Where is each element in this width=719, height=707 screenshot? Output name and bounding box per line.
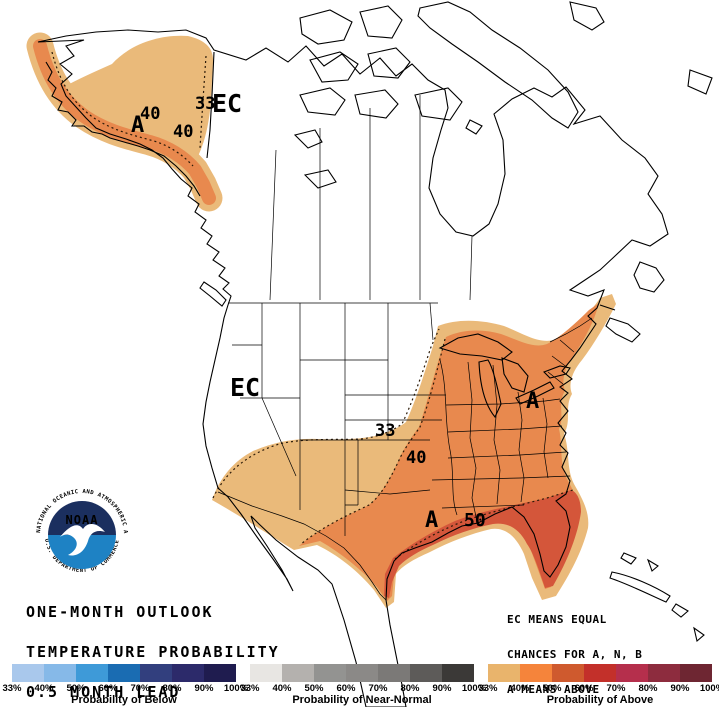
legend-tick-label: 90% <box>670 683 690 694</box>
map-label-50-gulf: 50 <box>464 510 486 531</box>
legend-caption-below: Probability of Below <box>71 694 177 706</box>
legend-bar-above: 33% 40% 50% 60% 70% 80% 90% 100% Probability of … <box>478 664 719 706</box>
logo-noaa-text: NOAA <box>66 513 99 527</box>
probability-region-above-50 <box>384 490 581 598</box>
legend-bar-near-normal: 33% 40% 50% 60% 70% 80% 90% 100% Probability of … <box>240 664 486 706</box>
legend-swatch <box>346 664 378 682</box>
legend-tick-label: 100% <box>223 683 249 694</box>
legend-swatch <box>378 664 410 682</box>
legend-tick-label: 60% <box>98 683 118 694</box>
legend-tick-label: 50% <box>66 683 86 694</box>
legend-tick-label: 33% <box>240 683 260 694</box>
legend-swatch <box>44 664 76 682</box>
product-title: ONE-MONTH OUTLOOK TEMPERATURE PROBABILIT… <box>26 579 280 707</box>
map-label-40-south: 40 <box>406 448 426 468</box>
map-labels: A 40 40 33 EC EC 33 40 A A 50 <box>131 89 539 533</box>
probability-legend: 33% 40% 50% 60% 70% 80% 90% 100% Probability of … <box>0 664 719 707</box>
legend-tick-label: 90% <box>194 683 214 694</box>
legend-swatches-near-normal <box>250 664 474 682</box>
ec-note-line-2: CHANCES FOR A, N, B <box>507 647 643 661</box>
legend-swatches-above <box>488 664 712 682</box>
legend-swatch <box>584 664 616 682</box>
legend-swatch <box>12 664 44 682</box>
legend-tick-labels: 33% 40% 50% 60% 70% 80% 90% 100% <box>240 682 486 694</box>
map-label-40-alaska-1: 40 <box>140 104 160 124</box>
legend-tick-label: 80% <box>400 683 420 694</box>
legend-tick-label: 90% <box>432 683 452 694</box>
legend-swatch <box>314 664 346 682</box>
state-borders <box>217 95 593 601</box>
legend-swatch <box>282 664 314 682</box>
legend-swatch <box>552 664 584 682</box>
legend-swatch <box>616 664 648 682</box>
map-label-33-alaska: 33 <box>195 94 215 114</box>
map-label-above-east: A <box>526 389 539 414</box>
legend-swatch <box>76 664 108 682</box>
ec-note-line-3: A MEANS ABOVE <box>507 682 600 696</box>
legend-tick-label: 60% <box>336 683 356 694</box>
map-label-ec-west: EC <box>230 373 260 402</box>
legend-tick-label: 40% <box>272 683 292 694</box>
legend-bar-below: 33% 40% 50% 60% 70% 80% 90% 100% Probability of … <box>2 664 248 706</box>
legend-swatches-below <box>12 664 236 682</box>
legend-swatch <box>108 664 140 682</box>
legend-swatch <box>204 664 236 682</box>
legend-tick-label: 80% <box>638 683 658 694</box>
map-label-40-alaska-2: 40 <box>173 122 193 142</box>
legend-tick-labels: 33% 40% 50% 60% 70% 80% 90% 100% <box>2 682 248 694</box>
legend-tick-label: 80% <box>162 683 182 694</box>
title-line-3: 0.5 MONTH LEAD <box>26 683 181 702</box>
legend-tick-label: 50% <box>542 683 562 694</box>
title-line-1: ONE-MONTH OUTLOOK <box>26 602 214 621</box>
noaa-logo: NATIONAL OCEANIC AND ATMOSPHERIC ADMINIS… <box>32 485 131 584</box>
legend-swatch <box>488 664 520 682</box>
legend-swatch <box>250 664 282 682</box>
map-label-33-midwest: 33 <box>375 421 395 441</box>
legend-tick-label: 70% <box>368 683 388 694</box>
legend-swatch <box>140 664 172 682</box>
ec-note-line-1: EC MEANS EQUAL <box>507 613 607 627</box>
legend-caption-near-normal: Probability of Near-Normal <box>292 694 432 706</box>
legend-tick-label: 70% <box>606 683 626 694</box>
ec-legend-note: EC MEANS EQUAL CHANCES FOR A, N, B A MEA… <box>507 591 642 707</box>
legend-tick-label: 100% <box>699 683 719 694</box>
logo-gull-icon <box>60 523 105 556</box>
legend-swatch <box>648 664 680 682</box>
legend-tick-label: 100% <box>461 683 487 694</box>
legend-tick-label: 50% <box>304 683 324 694</box>
map-label-above-alaska: A <box>131 113 144 138</box>
legend-tick-label: 40% <box>510 683 530 694</box>
legend-swatch <box>410 664 442 682</box>
legend-swatch <box>442 664 474 682</box>
legend-tick-label: 33% <box>478 683 498 694</box>
title-line-2: TEMPERATURE PROBABILITY <box>26 643 280 662</box>
legend-caption-above: Probability of Above <box>546 694 654 706</box>
coastlines <box>37 1 713 707</box>
legend-tick-label: 70% <box>130 683 150 694</box>
map-label-ec-alaska: EC <box>212 89 242 118</box>
legend-tick-label: 33% <box>2 683 22 694</box>
legend-swatch <box>680 664 712 682</box>
legend-tick-label: 40% <box>34 683 54 694</box>
legend-swatch <box>172 664 204 682</box>
legend-swatch <box>520 664 552 682</box>
contour-lines <box>51 51 574 560</box>
legend-tick-labels: 33% 40% 50% 60% 70% 80% 90% 100% <box>478 682 719 694</box>
map-label-above-gulf: A <box>425 508 438 533</box>
logo-globe-bottom <box>48 535 116 569</box>
legend-tick-label: 60% <box>574 683 594 694</box>
